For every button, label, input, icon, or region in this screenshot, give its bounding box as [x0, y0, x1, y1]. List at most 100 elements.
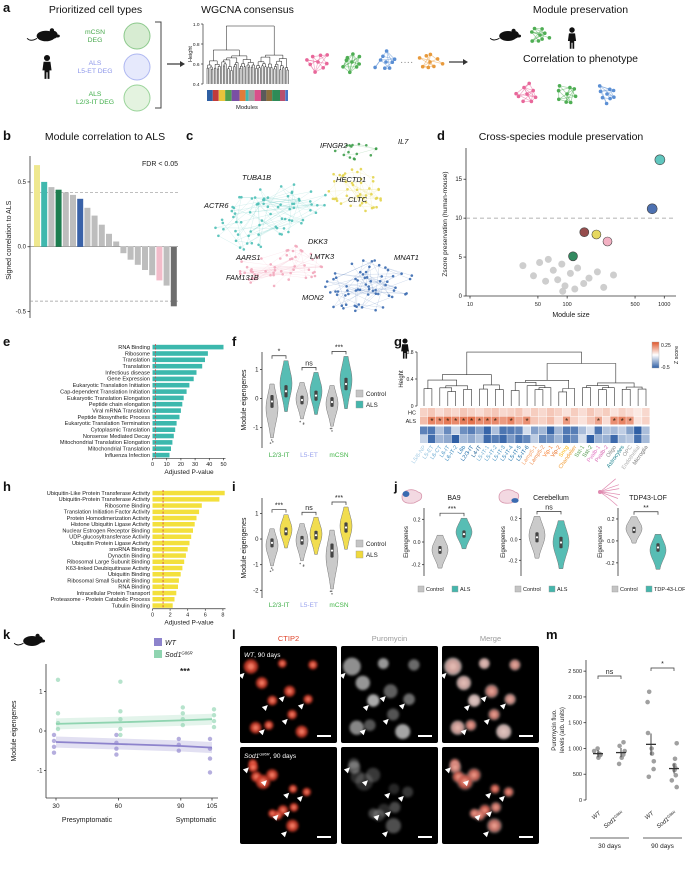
line-shape: [291, 210, 311, 221]
circle-shape: [417, 56, 422, 60]
circle-shape: [325, 53, 330, 57]
y-tick: 0.5: [18, 180, 27, 186]
network-node: [365, 144, 368, 147]
data-point: [114, 746, 119, 751]
network-node: [357, 303, 361, 306]
tspan-shape: G86R: [666, 810, 676, 819]
go-term-label: Mitochondrial Translation: [88, 447, 150, 453]
panel-label-b: b: [3, 128, 11, 143]
go-bar: [152, 357, 205, 363]
sig-label: ns: [305, 505, 313, 512]
circle-shape: [532, 26, 537, 31]
neuron-icon: [598, 478, 621, 506]
network-node: [377, 292, 380, 296]
line-shape: [264, 198, 281, 205]
dendrogram-branch: [209, 66, 213, 84]
network-node: [240, 195, 243, 199]
line-shape: [599, 85, 607, 104]
network-node: [314, 211, 318, 214]
go-term-label: Infectious disease: [105, 370, 150, 376]
line-shape: [332, 189, 348, 199]
data-point: [118, 732, 123, 738]
dendrogram-branch: [226, 57, 238, 63]
heatmap-cell: [539, 435, 547, 443]
heatmap-cell: [427, 426, 436, 435]
circle-shape: [408, 659, 420, 671]
circle-shape: [289, 712, 295, 717]
network-node: [369, 154, 373, 157]
network-node: [352, 157, 356, 160]
go-bar: [152, 408, 181, 413]
circle-shape: [522, 85, 526, 90]
line-shape: [250, 203, 295, 232]
network-node: [251, 270, 254, 274]
line-shape: [343, 304, 359, 309]
network-node: [220, 218, 224, 222]
circle-shape: [543, 31, 547, 35]
heatmap-cell: [562, 426, 571, 435]
circle-shape: [533, 95, 538, 100]
heatmap-cell: [475, 416, 483, 425]
heatmap-cell: [626, 416, 634, 425]
network-node: [356, 279, 359, 282]
network-node: [214, 226, 217, 230]
data-point: [674, 741, 679, 746]
heatmap-cell: [554, 408, 563, 416]
arrowhead: [359, 729, 366, 736]
dendrogram-branch: [265, 54, 284, 59]
heatmap-cell: [491, 408, 499, 416]
line-shape: [369, 266, 374, 291]
dendrogram-branch: [234, 64, 237, 84]
y-tick: 500: [573, 772, 582, 778]
go-bar: [152, 547, 188, 552]
outlier-dot: [302, 422, 305, 425]
significance-star: *: [462, 417, 465, 426]
arrowhead: [444, 767, 451, 774]
sig-label: *: [278, 349, 281, 356]
heatmap-cell: [610, 435, 618, 443]
heatmap-cell: [626, 426, 634, 435]
go-bar: [152, 490, 225, 496]
network-node: [346, 188, 349, 191]
line-shape: [347, 276, 394, 291]
significance-star: *: [613, 417, 616, 426]
module-point: [646, 203, 658, 215]
circle-shape: [402, 786, 414, 798]
heatmap-cell: [539, 408, 547, 416]
heatmap-cell: [459, 416, 468, 425]
line-shape: [335, 145, 347, 152]
network-node: [235, 220, 238, 224]
heatmap-cell: [618, 426, 626, 435]
network-node: [384, 283, 387, 287]
data-point: [672, 756, 678, 762]
network-node: [374, 292, 378, 296]
network-node: [343, 172, 347, 175]
channel-header: Merge: [480, 634, 501, 643]
heatmap-cell: [427, 408, 436, 416]
network-node: [234, 239, 238, 243]
heatmap-cell: [459, 435, 468, 443]
group-label: mCSN: [329, 452, 348, 459]
sig-label: ***: [275, 503, 283, 510]
height-tick: 0.4: [193, 82, 200, 88]
dendrogram-branch: [274, 66, 277, 84]
go-bar: [152, 363, 203, 369]
dendrogram-branch: [598, 389, 607, 406]
circle-shape: [511, 28, 516, 33]
panel-h-chart: Ubiquitin-Like Protein Transferase Activ…: [47, 490, 226, 626]
correlation-bar: [134, 246, 141, 265]
celltype-label: L6b: [457, 445, 467, 456]
legend-swatch: [611, 585, 619, 593]
micrograph-tile: [442, 747, 539, 844]
network-node: [358, 288, 362, 292]
network-node: [373, 259, 377, 262]
module-color-segment: [218, 90, 226, 101]
dendrogram-branch: [479, 388, 488, 406]
network-node: [332, 277, 335, 281]
y-tick: 0: [459, 294, 463, 300]
circle-shape: [428, 60, 432, 64]
network-node: [221, 221, 225, 225]
go-bar: [152, 522, 195, 527]
network-node: [272, 273, 275, 277]
line-shape: [333, 279, 347, 287]
